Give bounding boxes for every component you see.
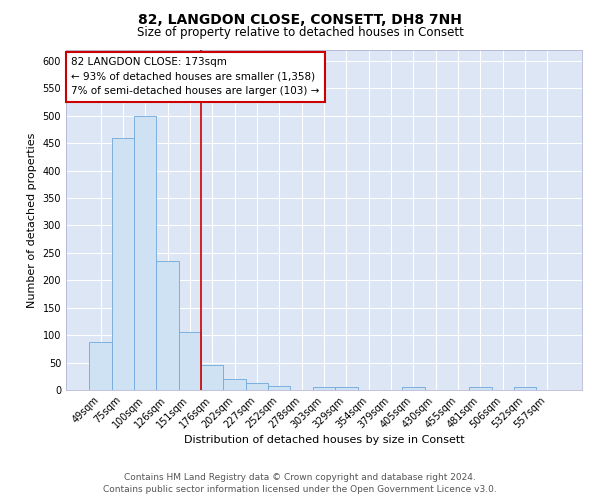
Bar: [89, 342, 112, 390]
Bar: [157, 261, 179, 390]
Text: Contains HM Land Registry data © Crown copyright and database right 2024.
Contai: Contains HM Land Registry data © Crown c…: [103, 472, 497, 494]
Bar: [514, 388, 536, 390]
X-axis label: Distribution of detached houses by size in Consett: Distribution of detached houses by size …: [184, 436, 464, 446]
Bar: [313, 388, 335, 390]
Bar: [335, 388, 358, 390]
Bar: [223, 379, 246, 390]
Text: 82 LANGDON CLOSE: 173sqm
← 93% of detached houses are smaller (1,358)
7% of semi: 82 LANGDON CLOSE: 173sqm ← 93% of detach…: [71, 57, 320, 96]
Text: Size of property relative to detached houses in Consett: Size of property relative to detached ho…: [137, 26, 463, 39]
Y-axis label: Number of detached properties: Number of detached properties: [27, 132, 37, 308]
Bar: [469, 388, 491, 390]
Bar: [246, 383, 268, 390]
Bar: [201, 366, 223, 390]
Bar: [268, 386, 290, 390]
Bar: [402, 388, 425, 390]
Bar: [134, 116, 157, 390]
Bar: [112, 138, 134, 390]
Bar: [179, 332, 201, 390]
Text: 82, LANGDON CLOSE, CONSETT, DH8 7NH: 82, LANGDON CLOSE, CONSETT, DH8 7NH: [138, 12, 462, 26]
